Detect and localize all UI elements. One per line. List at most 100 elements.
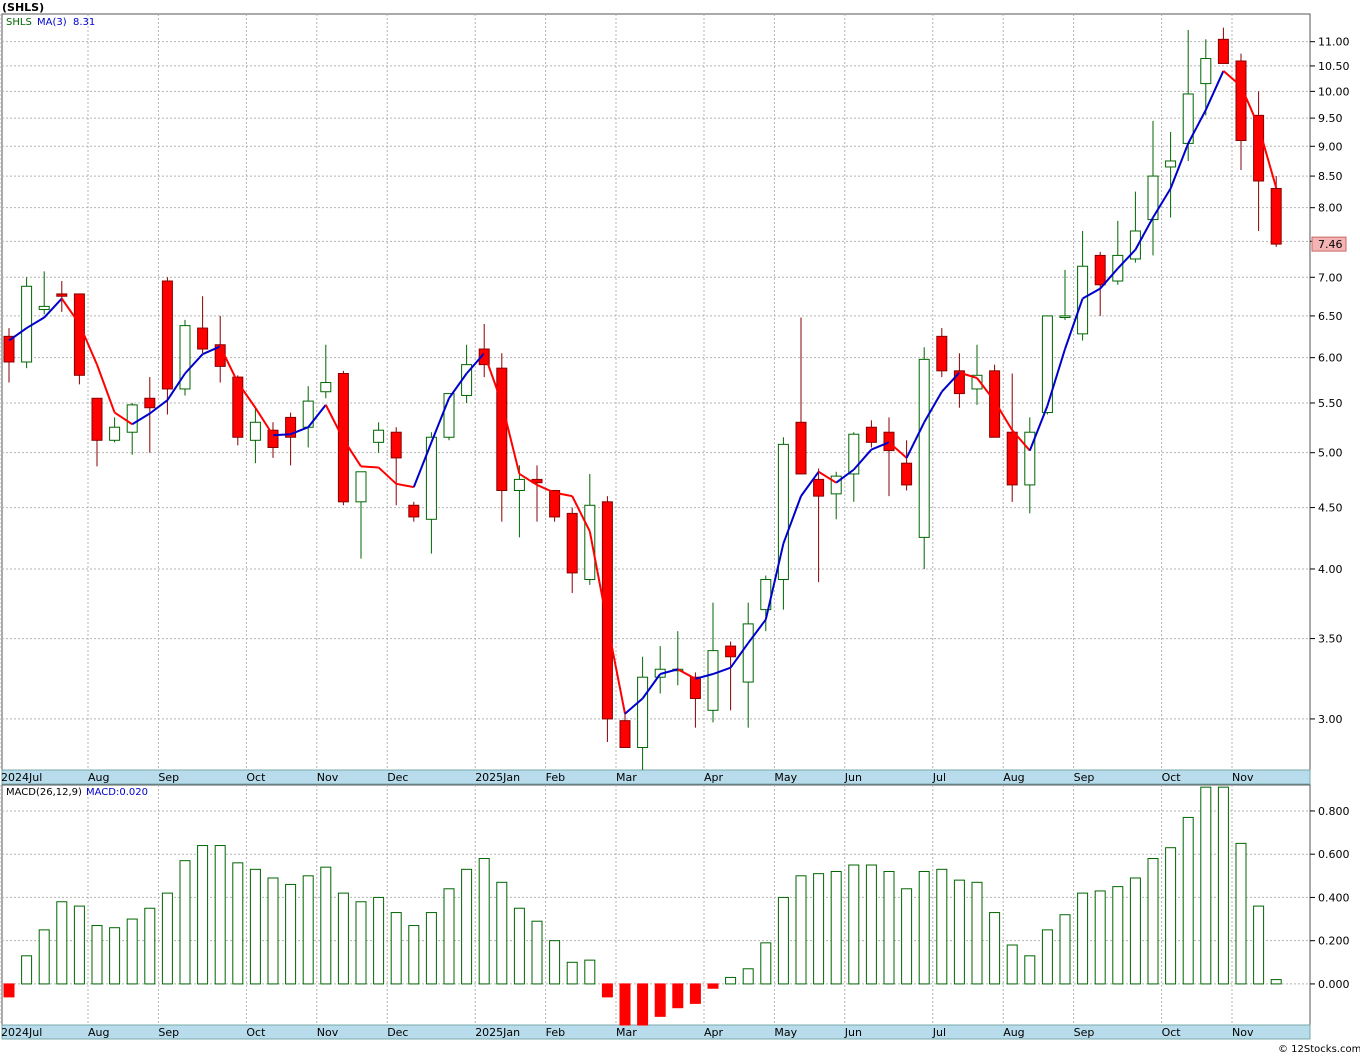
candle (513, 465, 525, 538)
ma-segment (465, 352, 485, 375)
candle-body (3, 335, 15, 363)
candle-body (179, 325, 191, 390)
macd-bar (989, 912, 1001, 985)
candle (232, 375, 244, 446)
candle (637, 656, 649, 770)
price-date-axis (1, 769, 1311, 785)
macd-bar (197, 845, 209, 985)
price-panel (1, 13, 1311, 771)
macd-bar (971, 881, 983, 985)
candle-body (1165, 160, 1177, 168)
candle (1165, 132, 1177, 218)
candle (144, 377, 156, 453)
candle-body (390, 431, 402, 459)
candle (795, 317, 807, 475)
x-tick-label: Mar (616, 1026, 637, 1039)
candle (1235, 53, 1247, 170)
candle-body (989, 370, 1001, 438)
y-tick-label: 6.50 (1318, 310, 1343, 323)
macd-bar (883, 870, 895, 985)
x-tick-label: Jun (844, 771, 862, 784)
macd-bar (1041, 929, 1053, 985)
ma-segment (729, 642, 750, 669)
x-tick-label: Oct (246, 771, 266, 784)
macd-bar (3, 983, 15, 998)
ma-segment (1204, 70, 1225, 111)
ma-segment (377, 466, 397, 485)
candle (179, 319, 191, 396)
macd-bar (1270, 979, 1282, 985)
candle (249, 407, 261, 464)
candle-body (830, 475, 842, 495)
candle-body (232, 376, 244, 438)
candle-body (1094, 254, 1106, 286)
ma-segment (360, 465, 379, 469)
x-tick-label: Apr (704, 771, 724, 784)
candle (109, 417, 121, 443)
candle (1024, 417, 1036, 514)
macd-bar (285, 883, 297, 985)
candle-body (1041, 315, 1053, 414)
macd-bar (126, 918, 138, 985)
macd-bar (1182, 816, 1194, 985)
ma-segment (272, 433, 291, 437)
macd-bar (38, 929, 50, 985)
candle (478, 323, 490, 378)
candle-body (267, 429, 279, 448)
candle (971, 344, 983, 405)
macd-bar (249, 868, 261, 985)
y-tick-label: 0.800 (1318, 805, 1350, 818)
candle (1200, 39, 1212, 116)
candle-body (73, 293, 85, 376)
ma-segment (1257, 126, 1278, 189)
macd-bar (425, 912, 437, 985)
ma-segment (131, 412, 151, 426)
y-tick-label: 5.50 (1318, 397, 1343, 410)
macd-bar (1147, 858, 1159, 985)
candle-body (689, 676, 701, 699)
candle (56, 281, 68, 312)
macd-bar (373, 896, 385, 985)
y-tick-label: 7.00 (1318, 271, 1343, 284)
y-tick-label: 8.00 (1318, 202, 1343, 215)
x-tick-label: Feb (546, 1026, 565, 1039)
candle-body (601, 501, 613, 720)
ma-segment (8, 327, 28, 342)
macd-bar (654, 983, 666, 1017)
macd-bar (1165, 847, 1177, 985)
macd-bar (865, 864, 877, 985)
candle-body (742, 623, 754, 683)
ma-segment (641, 673, 662, 700)
x-tick-label: Jun (844, 1026, 862, 1039)
macd-bar (725, 976, 737, 985)
candle (355, 471, 367, 559)
macd-bar (936, 868, 948, 985)
macd-bar (742, 968, 754, 985)
y-tick-label: 10.00 (1318, 85, 1350, 98)
x-tick-label: Jul (932, 771, 946, 784)
macd-bar (1129, 877, 1141, 985)
ma-segment (483, 352, 503, 404)
y-tick-label: 11.00 (1318, 36, 1350, 49)
candle-body (56, 293, 68, 297)
ma-segment (993, 400, 1014, 431)
macd-bar (355, 901, 367, 985)
macd-bar (848, 864, 860, 985)
candle (1059, 269, 1071, 320)
macd-bar (496, 881, 508, 985)
candle (496, 353, 508, 522)
candle-body (496, 367, 508, 491)
ma-segment (695, 673, 714, 680)
ma-segment (606, 623, 626, 714)
legend-ma-value: 8.31 (73, 17, 95, 28)
legend-symbol: SHLS (6, 17, 32, 28)
x-tick-label: Nov (1232, 771, 1254, 784)
ma-segment (219, 346, 239, 383)
ma-segment (1011, 429, 1031, 452)
ma-segment (1222, 70, 1242, 87)
macd-bar (566, 961, 578, 985)
candle-body (637, 676, 649, 748)
macd-date-axis (1, 1024, 1311, 1040)
ma-segment (396, 482, 414, 489)
candle-body (1200, 58, 1212, 85)
